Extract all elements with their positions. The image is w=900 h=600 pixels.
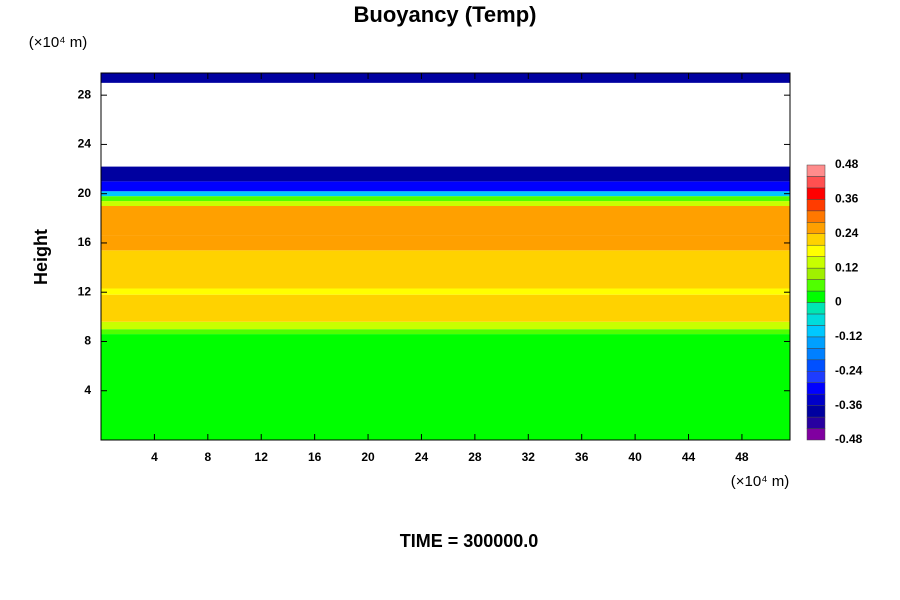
- footer: TIME = 300000.0: [400, 531, 539, 551]
- y-axis-label: Height: [31, 229, 51, 285]
- contour-band: [101, 206, 790, 236]
- x-tick-label: 4: [151, 450, 158, 464]
- colorbar-swatch: [806, 313, 826, 326]
- x-tick-label: 32: [522, 450, 536, 464]
- contour-band: [101, 196, 790, 202]
- colorbar-swatch: [806, 233, 826, 246]
- colorbar-swatch: [806, 348, 826, 361]
- y-tick-label: 16: [78, 235, 92, 249]
- colorbar-label: 0.12: [835, 260, 859, 274]
- y-tick-label: 8: [84, 334, 91, 348]
- colorbar-swatch: [806, 302, 826, 315]
- contour-band: [101, 334, 790, 440]
- colorbar-swatch: [806, 210, 826, 223]
- colorbar-swatch: [806, 405, 826, 418]
- colorbar-label: 0.24: [835, 226, 859, 240]
- colorbar-swatch: [806, 325, 826, 338]
- colorbar-swatch: [806, 256, 826, 269]
- x-tick-label: 8: [204, 450, 211, 464]
- contour-band: [101, 166, 790, 182]
- y-tick-label: 12: [78, 284, 92, 298]
- contour-band: [101, 73, 790, 83]
- chart-title: Buoyancy (Temp): [354, 2, 537, 27]
- contour-band: [101, 191, 790, 197]
- plot-frame: [100, 72, 791, 441]
- y-tick-label: 28: [78, 87, 92, 101]
- contour-band: [101, 329, 790, 335]
- colorbar-swatch: [806, 222, 826, 235]
- x-tick-label: 36: [575, 450, 589, 464]
- contour-band: [101, 288, 790, 295]
- colorbar-swatch: [806, 416, 826, 429]
- x-tick-label: 44: [682, 450, 696, 464]
- colorbar-swatch: [806, 382, 826, 395]
- colorbar-swatch: [806, 359, 826, 372]
- colorbar-label: 0.48: [835, 157, 859, 171]
- colorbar-label: -0.12: [835, 329, 863, 343]
- colorbar-swatch: [806, 244, 826, 257]
- y-unit: (×10⁴ m): [29, 34, 88, 51]
- colorbar-label: 0: [835, 295, 842, 309]
- colorbar-swatch: [806, 371, 826, 383]
- y-tick-label: 4: [84, 383, 91, 397]
- x-tick-label: 28: [468, 450, 482, 464]
- colorbar-label: 0.36: [835, 192, 859, 206]
- x-tick-label: 48: [735, 450, 749, 464]
- contour-band: [101, 321, 790, 330]
- colorbar-swatch: [806, 199, 826, 212]
- colorbar-swatch: [806, 279, 826, 292]
- contour-band: [101, 294, 790, 322]
- colorbar-swatch: [806, 428, 826, 441]
- colorbar-swatch: [806, 336, 826, 349]
- x-tick-label: 12: [255, 450, 269, 464]
- y-tick-label: 24: [78, 137, 92, 151]
- y-tick-label: 20: [78, 186, 92, 200]
- colorbar-swatch: [806, 393, 826, 406]
- x-unit: (×10⁴ m): [731, 473, 790, 490]
- x-tick-label: 16: [308, 450, 322, 464]
- colorbar-swatch: [806, 290, 826, 303]
- contour-band: [101, 181, 790, 192]
- colorbar-label: -0.36: [835, 398, 863, 412]
- colorbar-swatch: [806, 164, 826, 177]
- contour-band: [101, 201, 790, 207]
- x-tick-label: 20: [361, 450, 375, 464]
- contour-band: [101, 250, 790, 289]
- colorbar-label: -0.48: [835, 432, 863, 446]
- colorbar-label: -0.24: [835, 363, 863, 377]
- colorbar-swatch: [806, 187, 826, 200]
- colorbar-swatch: [806, 267, 826, 280]
- contour-band: [101, 235, 790, 251]
- x-tick-label: 40: [628, 450, 642, 464]
- colorbar-swatch: [806, 176, 826, 189]
- x-tick-label: 24: [415, 450, 429, 464]
